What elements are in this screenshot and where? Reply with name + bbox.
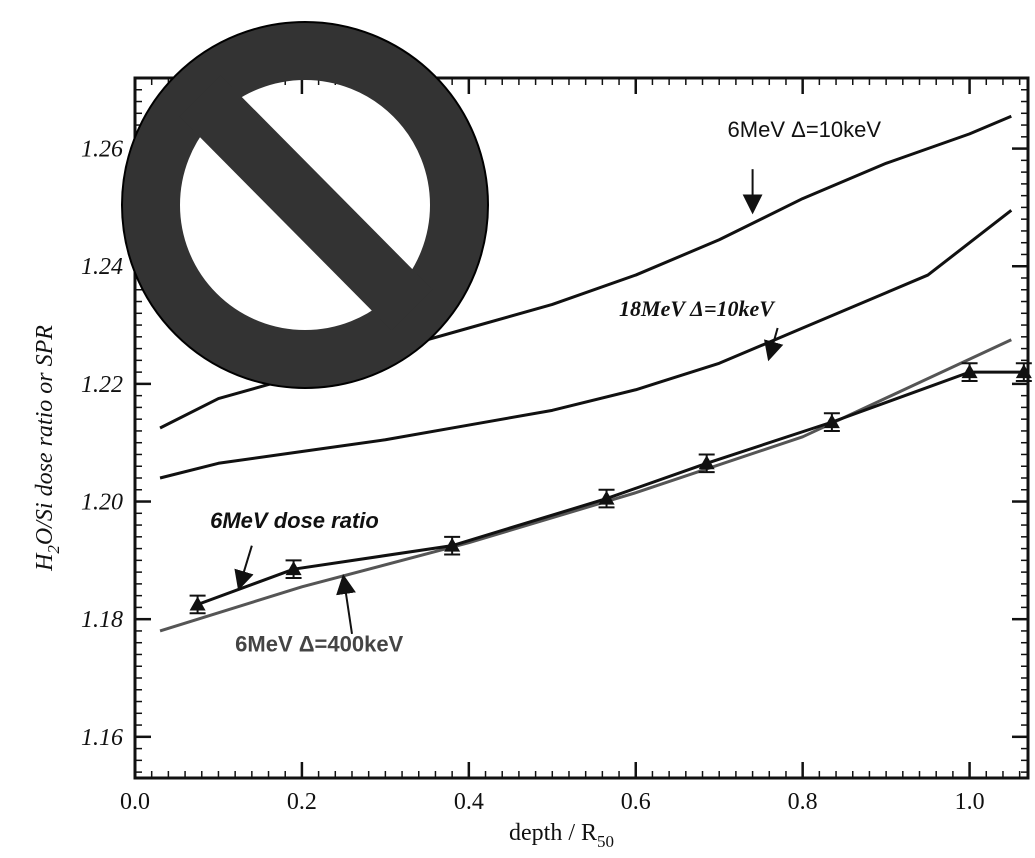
data-point-marker	[823, 414, 840, 429]
y-tick-label: 1.26	[81, 137, 123, 163]
y-tick-label: 1.16	[81, 725, 123, 751]
annotation-arrow	[336, 574, 356, 635]
y-tick-label: 1.20	[81, 490, 123, 516]
annotation-arrow	[234, 545, 254, 591]
annotation-label: 18MeV Δ=10keV	[619, 296, 776, 321]
x-tick-label: 0.0	[120, 789, 150, 815]
plot-frame	[133, 76, 1030, 780]
series-line-3	[197, 370, 1024, 606]
y-axis-title: H2O/Si dose ratio or SPR	[32, 325, 63, 572]
y-tick-label: 1.24	[81, 254, 123, 280]
prohibited-sign-bar	[179, 75, 433, 331]
prohibited-sign-icon	[121, 21, 489, 389]
series-line-1	[159, 209, 1013, 480]
x-tick-label: 0.2	[287, 789, 317, 815]
x-tick-label: 1.0	[955, 789, 985, 815]
annotation-label: 6MeV Δ=10keV	[728, 117, 882, 142]
x-axis-title: depth / R50	[509, 820, 614, 851]
data-point-marker	[285, 561, 302, 576]
annotation-label: 6MeV Δ=400keV	[235, 632, 403, 657]
axes: 0.0 0.2 0.4 0.6 0.8 1.0 1.16 1.18 1.20 1.22 1.24 1.…	[32, 76, 1030, 851]
annotation-arrow	[764, 327, 784, 362]
annotation-layer: 6MeV Δ=10keV 18MeV Δ=10keV 6MeV dose ratio…	[210, 117, 881, 657]
data-point-marker	[444, 537, 461, 552]
data-point-marker	[698, 455, 715, 470]
prohibited-sign-ring	[122, 22, 488, 388]
y-tick-label: 1.18	[81, 607, 123, 633]
data-point-marker	[189, 596, 206, 611]
annotation-label: 6MeV dose ratio	[210, 508, 379, 533]
x-tick-label: 0.6	[621, 789, 651, 815]
data-point-marker	[961, 364, 978, 379]
x-tick-label: 0.8	[788, 789, 818, 815]
y-tick-label: 1.22	[81, 372, 123, 398]
x-tick-label: 0.4	[454, 789, 484, 815]
data-point-marker	[1015, 364, 1032, 379]
data-point-marker	[598, 490, 615, 505]
prohibited-sign-outline	[121, 21, 489, 389]
